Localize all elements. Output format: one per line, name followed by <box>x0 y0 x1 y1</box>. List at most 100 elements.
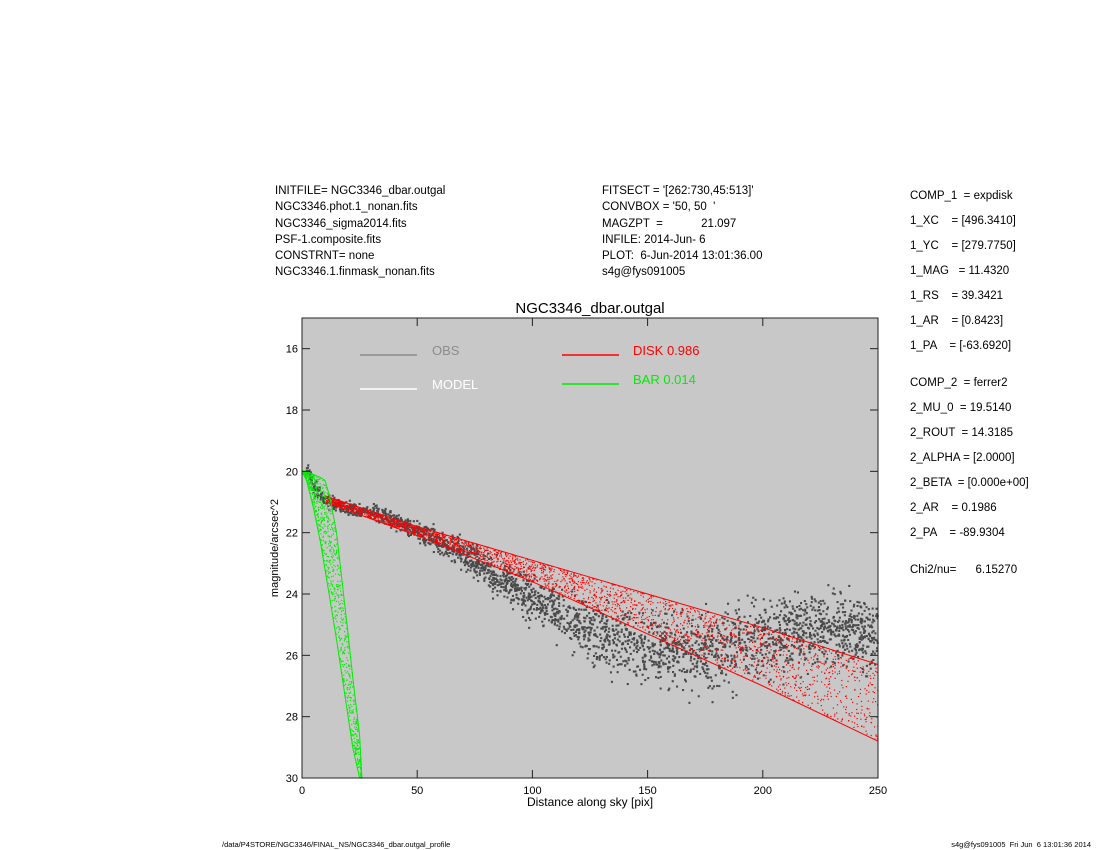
disk-model-point <box>548 568 550 570</box>
obs-point <box>504 587 507 590</box>
disk-model-point <box>783 670 785 672</box>
obs-point <box>648 659 651 662</box>
obs-point <box>578 621 581 624</box>
obs-point <box>416 519 419 522</box>
disk-model-point <box>454 544 456 546</box>
disk-model-point <box>640 592 642 594</box>
obs-point <box>777 616 780 619</box>
disk-model-point <box>875 667 877 669</box>
obs-point <box>813 598 816 601</box>
disk-model-point <box>851 674 853 676</box>
obs-point <box>767 659 770 662</box>
disk-model-point <box>393 523 395 525</box>
disk-model-point <box>501 563 503 565</box>
obs-point <box>806 672 809 675</box>
obs-point <box>593 633 596 636</box>
disk-model-point <box>564 590 566 592</box>
obs-point <box>707 676 710 679</box>
obs-point <box>854 624 857 627</box>
obs-point <box>475 555 478 558</box>
disk-model-point <box>600 597 602 599</box>
disk-model-point <box>875 701 877 703</box>
obs-point <box>799 640 802 643</box>
obs-point <box>553 599 556 602</box>
obs-point <box>773 617 776 620</box>
disk-model-point <box>658 624 660 626</box>
disk-model-point <box>816 680 818 682</box>
disk-model-point <box>814 696 816 698</box>
disk-model-point <box>353 509 355 511</box>
disk-model-point <box>655 611 657 613</box>
disk-model-point <box>528 560 530 562</box>
disk-model-point <box>374 516 376 518</box>
obs-point <box>464 561 467 564</box>
obs-point <box>756 628 759 631</box>
disk-model-point <box>627 619 629 621</box>
disk-model-point <box>338 501 340 503</box>
obs-point <box>659 640 662 643</box>
obs-point <box>584 644 587 647</box>
disk-model-point <box>456 542 458 544</box>
disk-model-point <box>697 624 699 626</box>
disk-model-point <box>566 589 568 591</box>
disk-model-point <box>637 617 639 619</box>
disk-model-point <box>667 609 669 611</box>
disk-model-point <box>773 665 776 667</box>
disk-model-point <box>688 611 690 613</box>
disk-model-point <box>536 564 539 566</box>
obs-point <box>626 635 629 638</box>
disk-model-point <box>795 676 797 678</box>
obs-point <box>417 531 420 534</box>
disk-model-point <box>606 593 609 595</box>
obs-point <box>659 653 662 656</box>
disk-model-point <box>389 519 391 521</box>
obs-point <box>542 606 545 609</box>
obs-point <box>616 615 619 618</box>
obs-point <box>845 644 848 647</box>
disk-model-point <box>533 579 535 581</box>
obs-point <box>531 603 534 606</box>
disk-model-point <box>664 626 666 628</box>
obs-point <box>782 683 785 686</box>
disk-model-point <box>550 574 552 577</box>
obs-point <box>659 625 662 628</box>
obs-point <box>833 624 836 627</box>
disk-model-point <box>814 653 817 655</box>
obs-point <box>574 615 577 618</box>
obs-point <box>407 535 410 538</box>
disk-model-point <box>496 551 499 554</box>
obs-point <box>620 663 623 666</box>
disk-model-point <box>873 698 875 700</box>
obs-point <box>509 569 512 572</box>
obs-point <box>734 609 737 612</box>
obs-point <box>817 606 820 609</box>
obs-point <box>737 632 740 635</box>
disk-model-point <box>760 649 762 651</box>
disk-model-point <box>357 507 359 509</box>
bar-model-point <box>346 633 349 635</box>
disk-model-point <box>399 522 401 524</box>
obs-point <box>604 628 607 631</box>
obs-point <box>437 544 440 547</box>
disk-model-point <box>868 691 870 693</box>
obs-point <box>588 634 591 637</box>
disk-model-point <box>830 652 833 654</box>
disk-model-point <box>639 621 642 623</box>
disk-model-point <box>360 508 363 510</box>
disk-model-point <box>841 679 843 682</box>
obs-point <box>523 594 526 597</box>
obs-point <box>592 666 595 669</box>
disk-model-point <box>430 538 432 541</box>
obs-point <box>558 628 561 631</box>
obs-point <box>475 543 478 546</box>
bar-model-point <box>334 595 336 598</box>
obs-point <box>524 604 527 607</box>
disk-model-point <box>667 634 669 636</box>
disk-model-point <box>630 606 632 608</box>
obs-point <box>409 522 412 525</box>
disk-model-point <box>708 621 710 623</box>
disk-model-point <box>853 670 855 673</box>
obs-point <box>869 625 872 628</box>
obs-point <box>789 619 792 622</box>
obs-point <box>566 614 569 617</box>
